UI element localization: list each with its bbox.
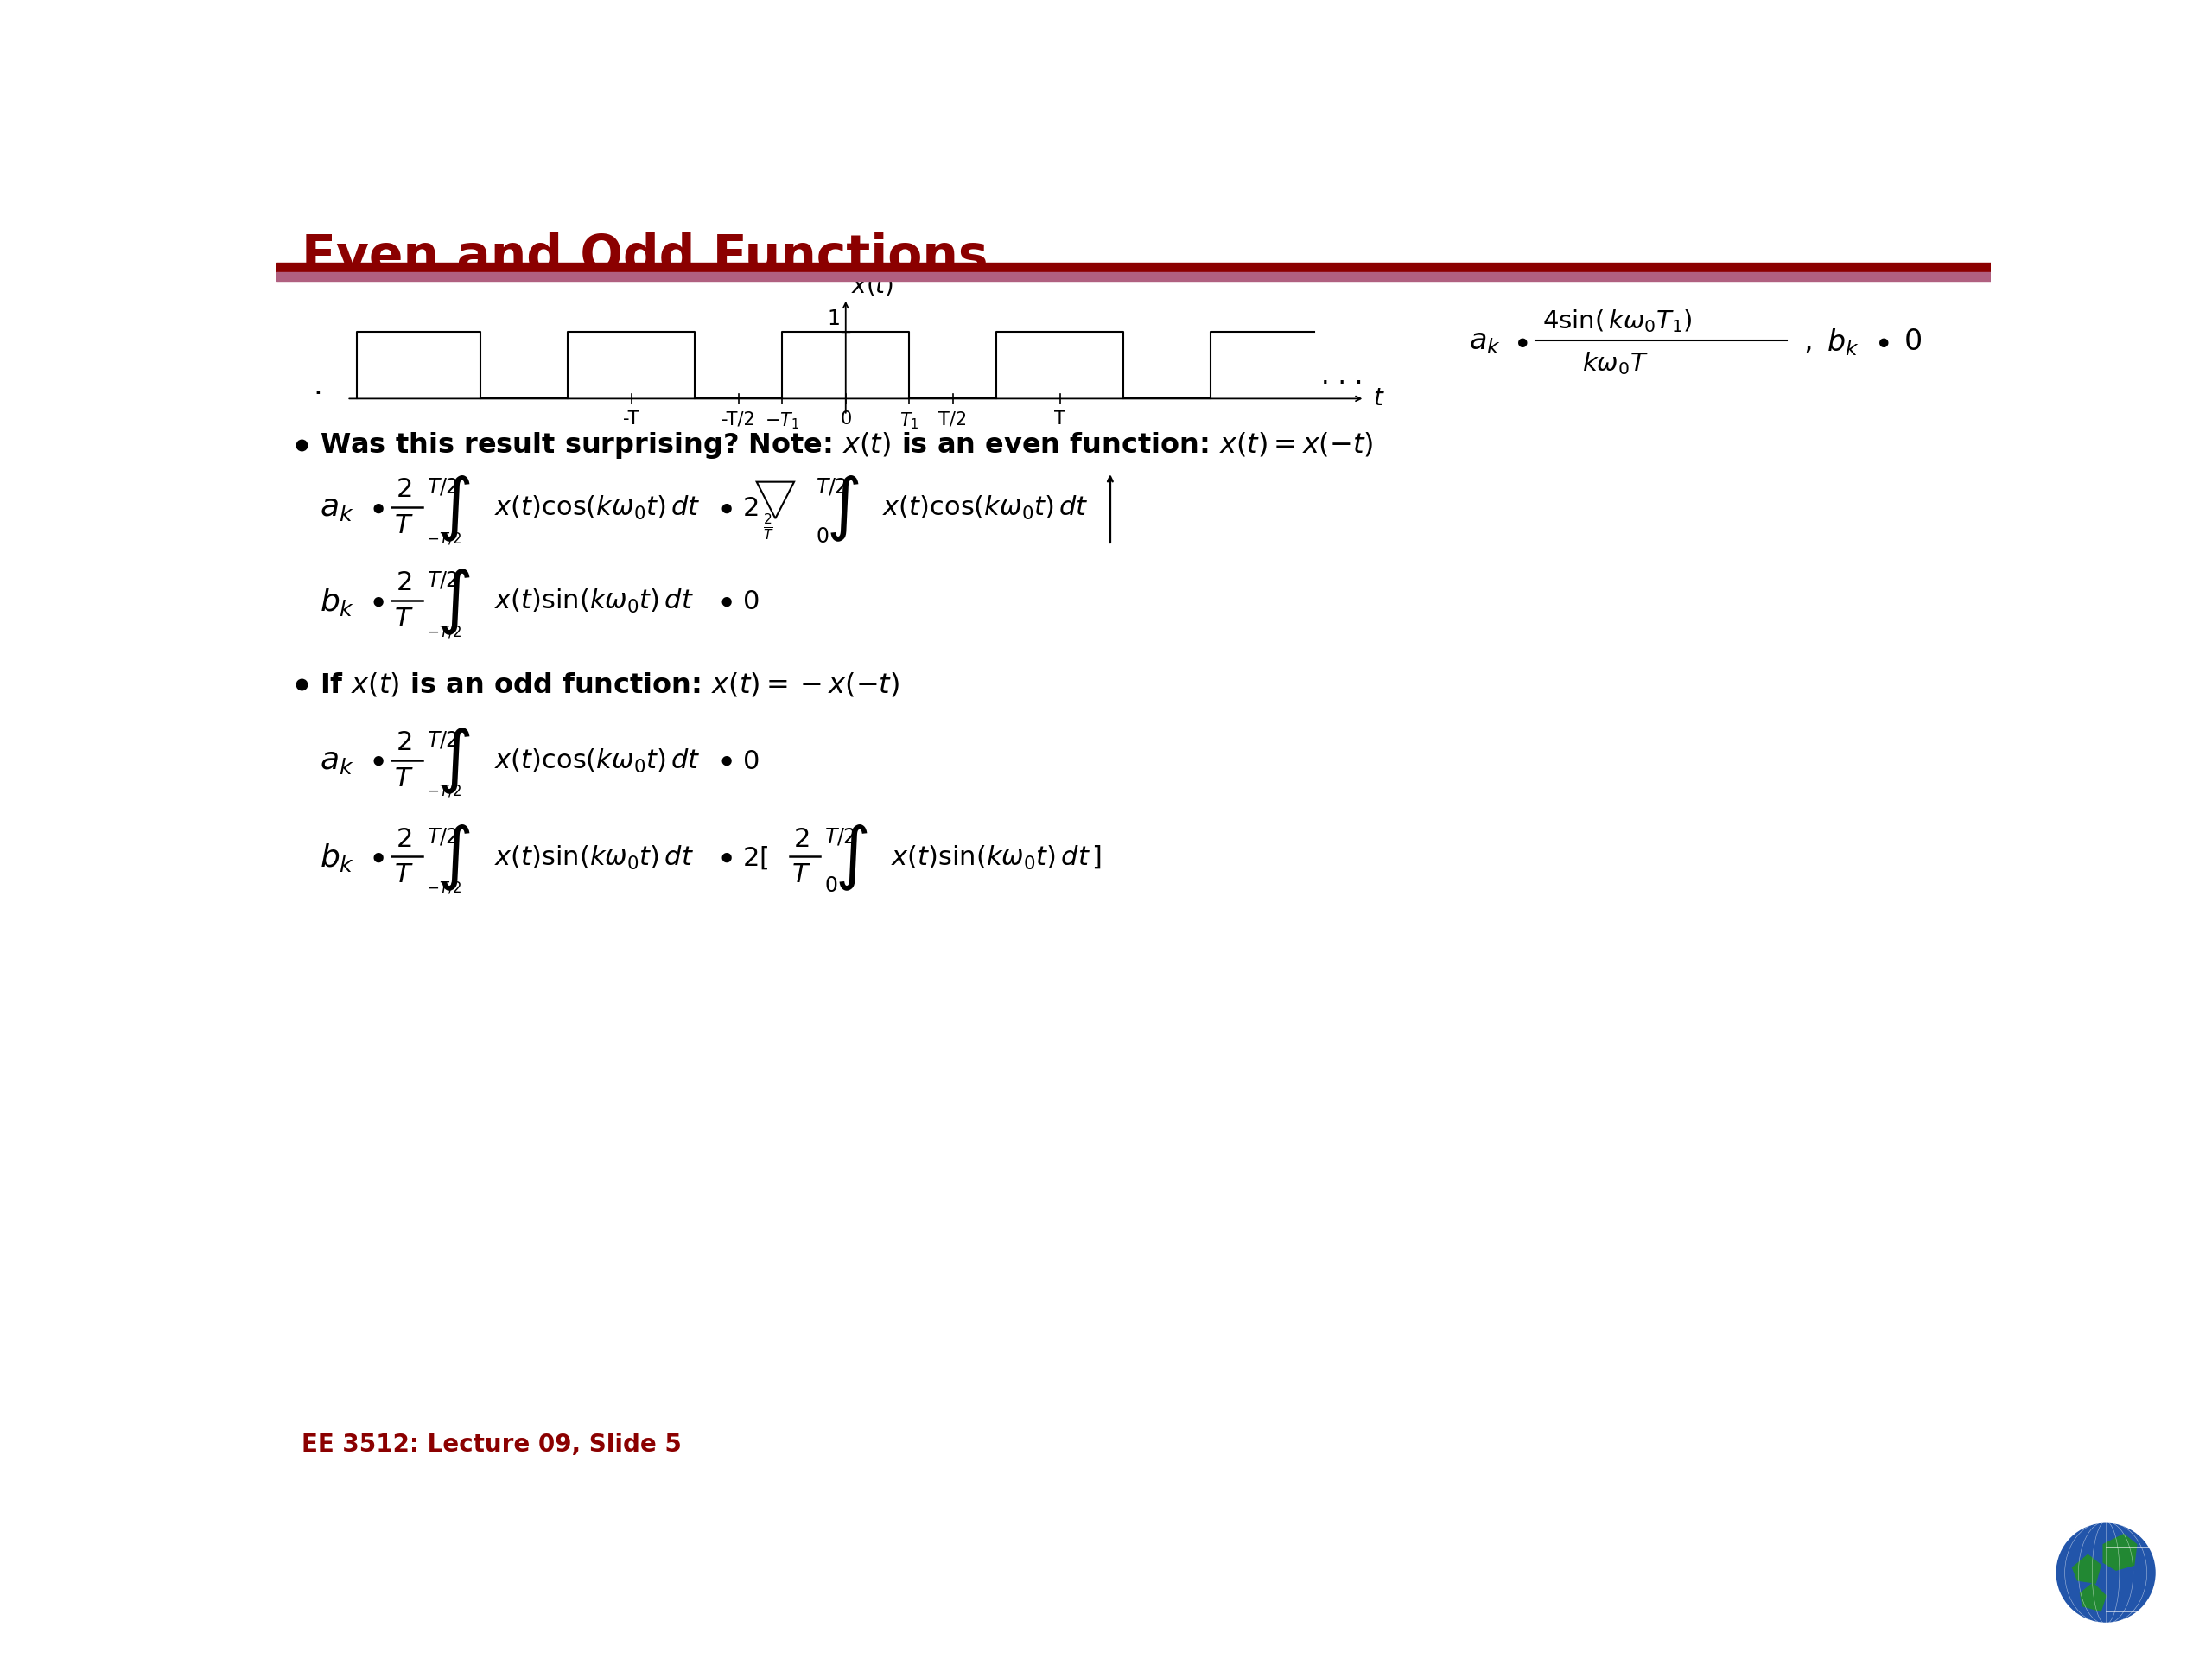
Text: $\bullet$: $\bullet$: [1874, 327, 1889, 357]
Text: $2$: $2$: [741, 496, 759, 521]
Text: $T/2$: $T/2$: [825, 826, 856, 846]
Text: $b_k$: $b_k$: [321, 841, 354, 874]
Text: $t$: $t$: [1374, 387, 1385, 411]
Text: If $x(t)$ is an odd function: $x(t) = -x(-t)$: If $x(t)$ is an odd function: $x(t) = -x…: [321, 670, 900, 698]
Text: $0$: $0$: [741, 748, 759, 773]
Text: $-T_1$: $-T_1$: [765, 411, 799, 431]
Text: $b_k$: $b_k$: [321, 586, 354, 617]
Text: $\int$: $\int$: [438, 473, 471, 542]
Text: $2$: $2$: [396, 730, 411, 755]
Text: $2$: $2$: [396, 478, 411, 503]
Text: $\bullet$: $\bullet$: [714, 841, 732, 874]
Text: $x(t)\cos(k\omega_0 t)\,dt$: $x(t)\cos(k\omega_0 t)\,dt$: [493, 494, 701, 523]
Text: $0$: $0$: [1905, 328, 1922, 357]
Text: $\int$: $\int$: [825, 473, 858, 542]
Polygon shape: [2079, 1583, 2106, 1611]
Text: $_{-T/2}$: $_{-T/2}$: [427, 526, 462, 547]
Text: $\int$: $\int$: [438, 823, 471, 893]
Text: $4\sin(\,k\omega_0 T_1)$: $4\sin(\,k\omega_0 T_1)$: [1542, 307, 1692, 333]
Text: Even and Odd Functions: Even and Odd Functions: [303, 232, 989, 282]
Text: $2$: $2$: [396, 571, 411, 596]
Text: $,$: $,$: [1803, 328, 1812, 357]
Text: T: T: [1055, 411, 1066, 428]
Bar: [276, 262, 1991, 272]
Text: T/2: T/2: [938, 411, 967, 428]
Text: -T: -T: [624, 411, 639, 428]
Text: $0$: $0$: [816, 526, 830, 547]
Text: $2$: $2$: [396, 826, 411, 851]
Text: $\bullet$: $\bullet$: [714, 745, 732, 778]
Text: $_{-T/2}$: $_{-T/2}$: [427, 876, 462, 896]
Text: $T/2$: $T/2$: [427, 571, 458, 591]
Text: $T/2$: $T/2$: [427, 826, 458, 846]
Text: 1: 1: [827, 309, 841, 330]
Polygon shape: [2104, 1535, 2137, 1569]
Text: $\bullet$: $\bullet$: [714, 493, 732, 524]
Polygon shape: [2073, 1554, 2101, 1583]
Text: $x(t)\sin(k\omega_0 t)\,dt$: $x(t)\sin(k\omega_0 t)\,dt$: [493, 587, 695, 615]
Text: .: .: [314, 372, 323, 400]
Text: $T/2$: $T/2$: [816, 476, 847, 498]
Text: $T_1$: $T_1$: [900, 411, 920, 431]
Text: $\bullet$: $\bullet$: [367, 586, 385, 619]
Text: $T$: $T$: [394, 513, 414, 538]
Text: $\bullet$: $\bullet$: [1513, 327, 1528, 357]
Text: $\bullet$: $\bullet$: [714, 586, 732, 619]
Text: $k\omega_0 T$: $k\omega_0 T$: [1582, 350, 1648, 377]
Text: $0$: $0$: [741, 589, 759, 614]
Text: $T/2$: $T/2$: [427, 476, 458, 498]
Text: $a_k$: $a_k$: [321, 494, 354, 523]
Text: $x(t)\sin(k\omega_0 t)\,dt\,]$: $x(t)\sin(k\omega_0 t)\,dt\,]$: [891, 844, 1102, 871]
Text: $0$: $0$: [825, 876, 838, 896]
Text: $b_k$: $b_k$: [1827, 327, 1858, 358]
Text: $a_k$: $a_k$: [321, 747, 354, 776]
Text: Was this result surprising? Note: $x(t)$ is an even function: $x(t) = x(-t)$: Was this result surprising? Note: $x(t)$…: [321, 430, 1374, 460]
Circle shape: [2055, 1521, 2157, 1624]
Text: $T/2$: $T/2$: [427, 730, 458, 750]
Text: -T/2: -T/2: [721, 411, 754, 428]
Text: $\bullet$: $\bullet$: [367, 745, 385, 778]
Text: $2[$: $2[$: [741, 844, 768, 871]
Text: $\frac{2}{T}$: $\frac{2}{T}$: [763, 511, 774, 542]
Text: $T$: $T$: [792, 863, 812, 888]
Text: $\int$: $\int$: [438, 567, 471, 637]
Text: $x(t)\cos(k\omega_0 t)\,dt$: $x(t)\cos(k\omega_0 t)\,dt$: [493, 748, 701, 775]
Text: $T$: $T$: [394, 607, 414, 632]
Text: $\bullet$: $\bullet$: [367, 841, 385, 874]
Text: $T$: $T$: [394, 766, 414, 791]
Text: $x(t)\sin(k\omega_0 t)\,dt$: $x(t)\sin(k\omega_0 t)\,dt$: [493, 844, 695, 871]
Text: 0: 0: [841, 411, 852, 428]
Text: $\bullet$: $\bullet$: [367, 493, 385, 524]
Text: EE 3512: Lecture 09, Slide 5: EE 3512: Lecture 09, Slide 5: [303, 1432, 681, 1457]
Text: $_{-T/2}$: $_{-T/2}$: [427, 778, 462, 800]
Text: $x(t)\cos(k\omega_0 t)\,dt$: $x(t)\cos(k\omega_0 t)\,dt$: [883, 494, 1088, 523]
Text: $\int$: $\int$: [438, 727, 471, 796]
Text: . . .: . . .: [1321, 363, 1363, 388]
Bar: [276, 272, 1991, 280]
Text: $x(t)$: $x(t)$: [852, 272, 894, 297]
Text: $T$: $T$: [394, 863, 414, 888]
Text: $a_k$: $a_k$: [1469, 328, 1500, 357]
Text: $\int$: $\int$: [834, 823, 867, 893]
Text: $2$: $2$: [794, 826, 810, 851]
Text: $_{-T/2}$: $_{-T/2}$: [427, 619, 462, 640]
